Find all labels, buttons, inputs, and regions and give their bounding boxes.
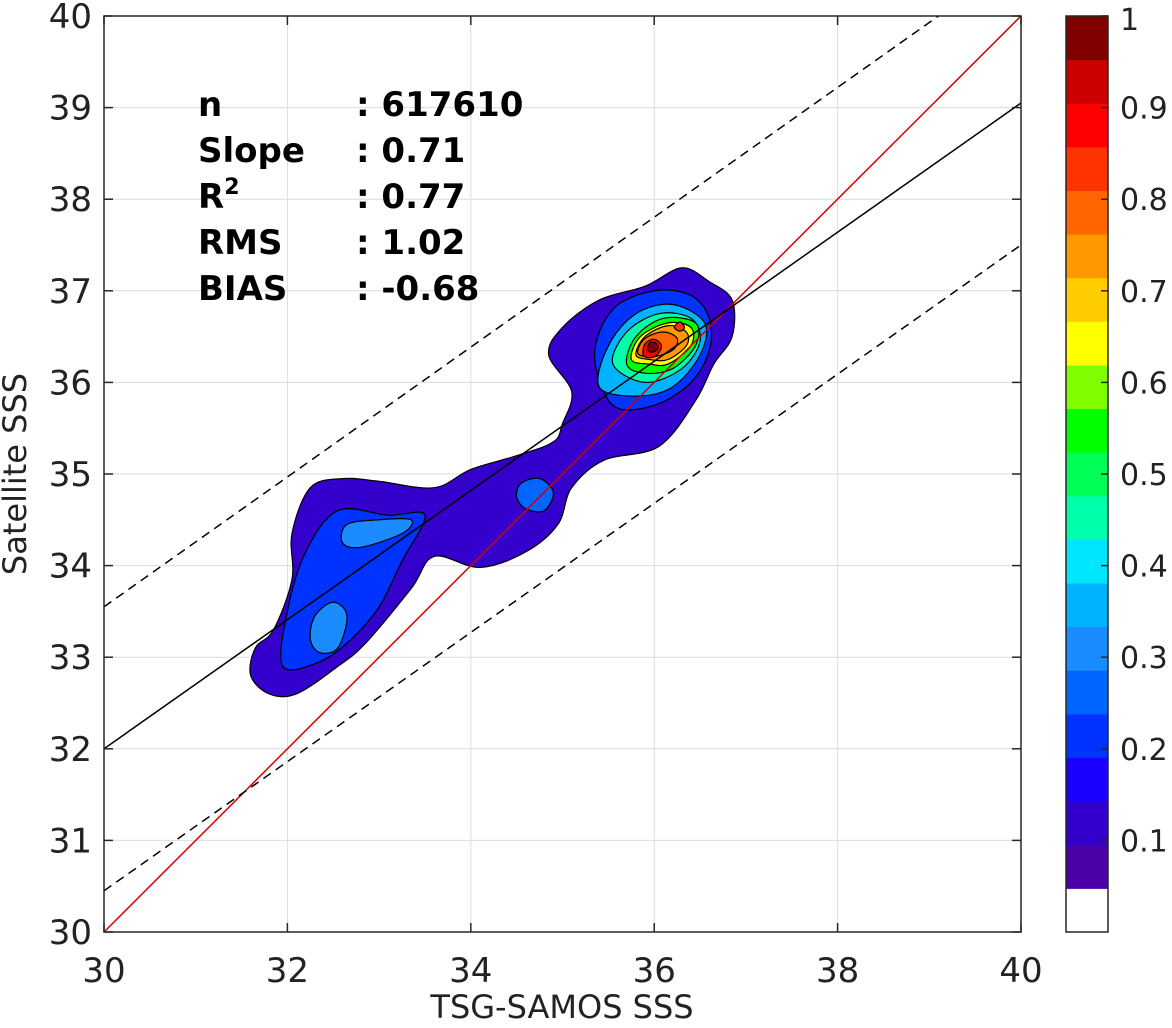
colorbar-segment bbox=[1066, 190, 1108, 235]
colorbar-segment bbox=[1066, 59, 1108, 104]
colorbar-segment bbox=[1066, 234, 1108, 279]
colorbar-tick-label: 0.9 bbox=[1120, 92, 1168, 127]
colorbar-segment bbox=[1066, 495, 1108, 540]
y-tick-label: 40 bbox=[49, 0, 92, 37]
upper-bound-line bbox=[104, 16, 939, 608]
stat-name: Slope bbox=[198, 131, 305, 171]
x-tick-label: 36 bbox=[633, 951, 676, 991]
colorbar-tick-label: 0.2 bbox=[1120, 733, 1168, 768]
stat-value: : 617610 bbox=[356, 85, 523, 125]
colorbar-segment bbox=[1066, 888, 1108, 933]
stat-value: : -0.68 bbox=[356, 269, 479, 309]
colorbar-segment bbox=[1066, 321, 1108, 366]
colorbar-tick-label: 0.6 bbox=[1120, 366, 1168, 401]
colorbar-segment bbox=[1066, 713, 1108, 759]
x-tick-label: 40 bbox=[999, 951, 1042, 991]
colorbar-tick-label: 0.1 bbox=[1120, 824, 1168, 859]
colorbar-segment bbox=[1066, 626, 1108, 671]
y-tick-label: 37 bbox=[49, 272, 92, 312]
colorbar-segment bbox=[1066, 583, 1108, 628]
colorbar-tick-label: 0.7 bbox=[1120, 275, 1168, 310]
contour-region bbox=[647, 341, 659, 353]
colorbar-segment bbox=[1066, 844, 1108, 889]
colorbar-tick-label: 0.8 bbox=[1120, 183, 1168, 218]
y-tick-label: 30 bbox=[49, 913, 92, 953]
colorbar-segment bbox=[1066, 757, 1108, 802]
y-tick-label: 33 bbox=[49, 638, 92, 678]
stat-name: RMS bbox=[198, 223, 283, 263]
contour-region bbox=[340, 517, 414, 549]
y-tick-label: 35 bbox=[49, 455, 92, 495]
colorbar-segment bbox=[1066, 539, 1108, 584]
y-tick-label: 32 bbox=[49, 730, 92, 770]
contour-region bbox=[515, 477, 554, 513]
colorbar-tick-label: 1 bbox=[1120, 3, 1139, 38]
y-tick-label: 39 bbox=[49, 89, 92, 129]
colorbar-tick-label: 0.3 bbox=[1120, 641, 1168, 676]
axis-ticks: 30 32 34 36 38 40 30 31 32 33 34 35 36 37 38 39 40 bbox=[49, 0, 1043, 991]
x-tick-label: 30 bbox=[82, 951, 125, 991]
x-tick-label: 34 bbox=[449, 951, 492, 991]
colorbar-segment bbox=[1066, 364, 1108, 410]
x-tick-label: 38 bbox=[816, 951, 859, 991]
grid bbox=[103, 15, 1022, 933]
y-tick-label: 34 bbox=[49, 547, 92, 587]
colorbar-segment bbox=[1066, 16, 1108, 61]
colorbar-tick-label: 0.5 bbox=[1120, 458, 1168, 493]
x-tick-label: 32 bbox=[266, 951, 309, 991]
colorbar-segment bbox=[1066, 670, 1108, 715]
stat-name: BIAS bbox=[198, 269, 287, 309]
reference-lines bbox=[104, 16, 1021, 932]
colorbar-segment bbox=[1066, 146, 1108, 191]
colorbar: 0.1 0.2 0.3 0.4 0.5 0.6 0.7 0.8 0.9 1 bbox=[1065, 3, 1168, 933]
y-axis-label: Satellite SSS bbox=[0, 373, 34, 575]
contour-region bbox=[673, 321, 686, 332]
one-to-one-line bbox=[104, 16, 1021, 932]
stat-name: n bbox=[198, 85, 222, 125]
y-tick-label: 36 bbox=[49, 363, 92, 403]
colorbar-segment bbox=[1066, 277, 1108, 322]
stat-name: R2 bbox=[198, 175, 240, 217]
x-axis-label: TSG-SAMOS SSS bbox=[429, 988, 693, 1026]
colorbar-segment bbox=[1066, 103, 1108, 148]
stats-box: n : 617610 Slope : 0.71 R2 : 0.77 RMS : 1.02 BIA… bbox=[198, 85, 523, 309]
regression-line bbox=[104, 102, 1021, 750]
contour-region bbox=[309, 601, 348, 655]
y-tick-label: 38 bbox=[49, 180, 92, 220]
stat-value: : 0.77 bbox=[356, 177, 465, 217]
colorbar-segment bbox=[1066, 408, 1108, 453]
y-tick-label: 31 bbox=[49, 821, 92, 861]
colorbar-tick-label: 0.4 bbox=[1120, 550, 1168, 585]
stat-value: : 0.71 bbox=[356, 131, 465, 171]
lower-bound-line bbox=[104, 244, 1021, 892]
stat-value: : 1.02 bbox=[356, 223, 465, 263]
colorbar-segment bbox=[1066, 801, 1108, 846]
